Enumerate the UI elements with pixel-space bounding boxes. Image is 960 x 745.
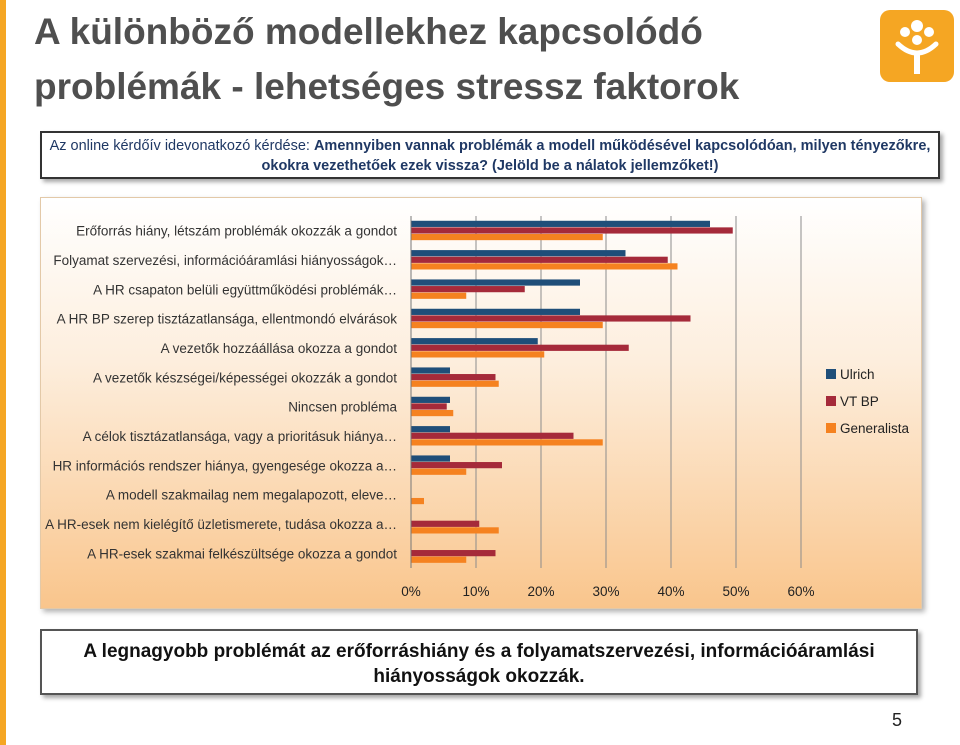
question-prefix: Az online kérdőív idevonatkozó kérdése: (49, 138, 314, 154)
bar-generalista (411, 321, 603, 329)
bar-generalista (411, 556, 467, 563)
x-tick-label: 10% (462, 584, 489, 599)
bar-ulrich (411, 250, 626, 257)
legend-swatch (826, 423, 836, 433)
bar-generalista (411, 468, 467, 475)
bar-ulrich (411, 308, 580, 315)
category-label: A vezetők készségei/képességei okozzák a… (93, 370, 397, 385)
legend-label: Ulrich (840, 367, 875, 382)
question-text: Amennyiben vannak problémák a modell műk… (261, 138, 931, 174)
bar-generalista (411, 497, 424, 505)
bar-vt-bp (411, 315, 691, 322)
bar-ulrich (411, 396, 450, 403)
legend-swatch (826, 396, 836, 406)
x-tick-label: 60% (787, 584, 814, 599)
legend-label: VT BP (840, 394, 879, 409)
bar-ulrich (411, 279, 580, 286)
x-tick-label: 20% (527, 584, 554, 599)
category-label: Erőforrás hiány, létszám problémák okozz… (76, 224, 397, 239)
page-number: 5 (892, 710, 903, 730)
bar-vt-bp (411, 286, 525, 293)
category-label: A HR-esek szakmai felkészültsége okozza … (87, 546, 397, 561)
bar-ulrich (411, 367, 450, 374)
category-label: A HR BP szerep tisztázatlansága, ellentm… (57, 312, 398, 327)
x-tick-label: 0% (401, 584, 421, 599)
category-label: A vezetők hozzáállása okozza a gondot (161, 341, 398, 356)
bar-ulrich (411, 220, 710, 227)
bar-vt-bp (411, 374, 496, 381)
bar-vt-bp (411, 550, 496, 557)
bar-generalista (411, 233, 603, 241)
category-label: Nincsen probléma (288, 400, 397, 415)
organization-logo-icon (880, 10, 954, 82)
bar-vt-bp (411, 227, 733, 234)
bar-vt-bp (411, 520, 480, 527)
chart-panel: 0% 10% 20% 30% 40% 50% 60% Erőforrás hiány, lét… (40, 197, 922, 609)
x-tick-label: 30% (592, 584, 619, 599)
category-label: A HR-esek nem kielégítő üzletismerete, t… (45, 517, 397, 532)
bar-vt-bp (411, 432, 574, 439)
category-label: Folyamat szervezési, információáramlási … (53, 253, 397, 268)
x-tick-label: 40% (657, 584, 684, 599)
bar-chart: 0% 10% 20% 30% 40% 50% 60% Erőforrás hiány, lét… (45, 216, 910, 599)
bar-generalista (411, 292, 467, 299)
bar-generalista (411, 351, 545, 358)
category-label: A modell szakmailag nem megalapozott, el… (106, 488, 397, 503)
question-box: Az online kérdőív idevonatkozó kérdése: … (40, 131, 940, 179)
legend-swatch (826, 369, 836, 379)
slide-title: A különböző modellekhez kapcsolódó probl… (34, 11, 740, 107)
legend-label: Generalista (840, 421, 910, 436)
bar-ulrich (411, 338, 538, 345)
category-label: HR információs rendszer hiánya, gyengesé… (53, 458, 397, 473)
bar-generalista (411, 409, 454, 417)
x-tick-label: 50% (722, 584, 749, 599)
bar-vt-bp (411, 256, 668, 263)
bar-generalista (411, 380, 499, 387)
bar-ulrich (411, 426, 450, 433)
bar-vt-bp (411, 403, 447, 410)
bar-generalista (411, 439, 603, 446)
category-label: A célok tisztázatlansága, vagy a priorit… (83, 429, 397, 444)
bar-generalista (411, 263, 678, 270)
bar-generalista (411, 527, 499, 534)
conclusion-box: A legnagyobb problémát az erőforráshiány… (40, 629, 918, 695)
bar-vt-bp (411, 462, 502, 469)
bar-vt-bp (411, 344, 629, 351)
accent-bar (0, 0, 6, 745)
category-label: A HR csapaton belüli együttműködési prob… (93, 282, 397, 297)
bar-ulrich (411, 455, 450, 462)
